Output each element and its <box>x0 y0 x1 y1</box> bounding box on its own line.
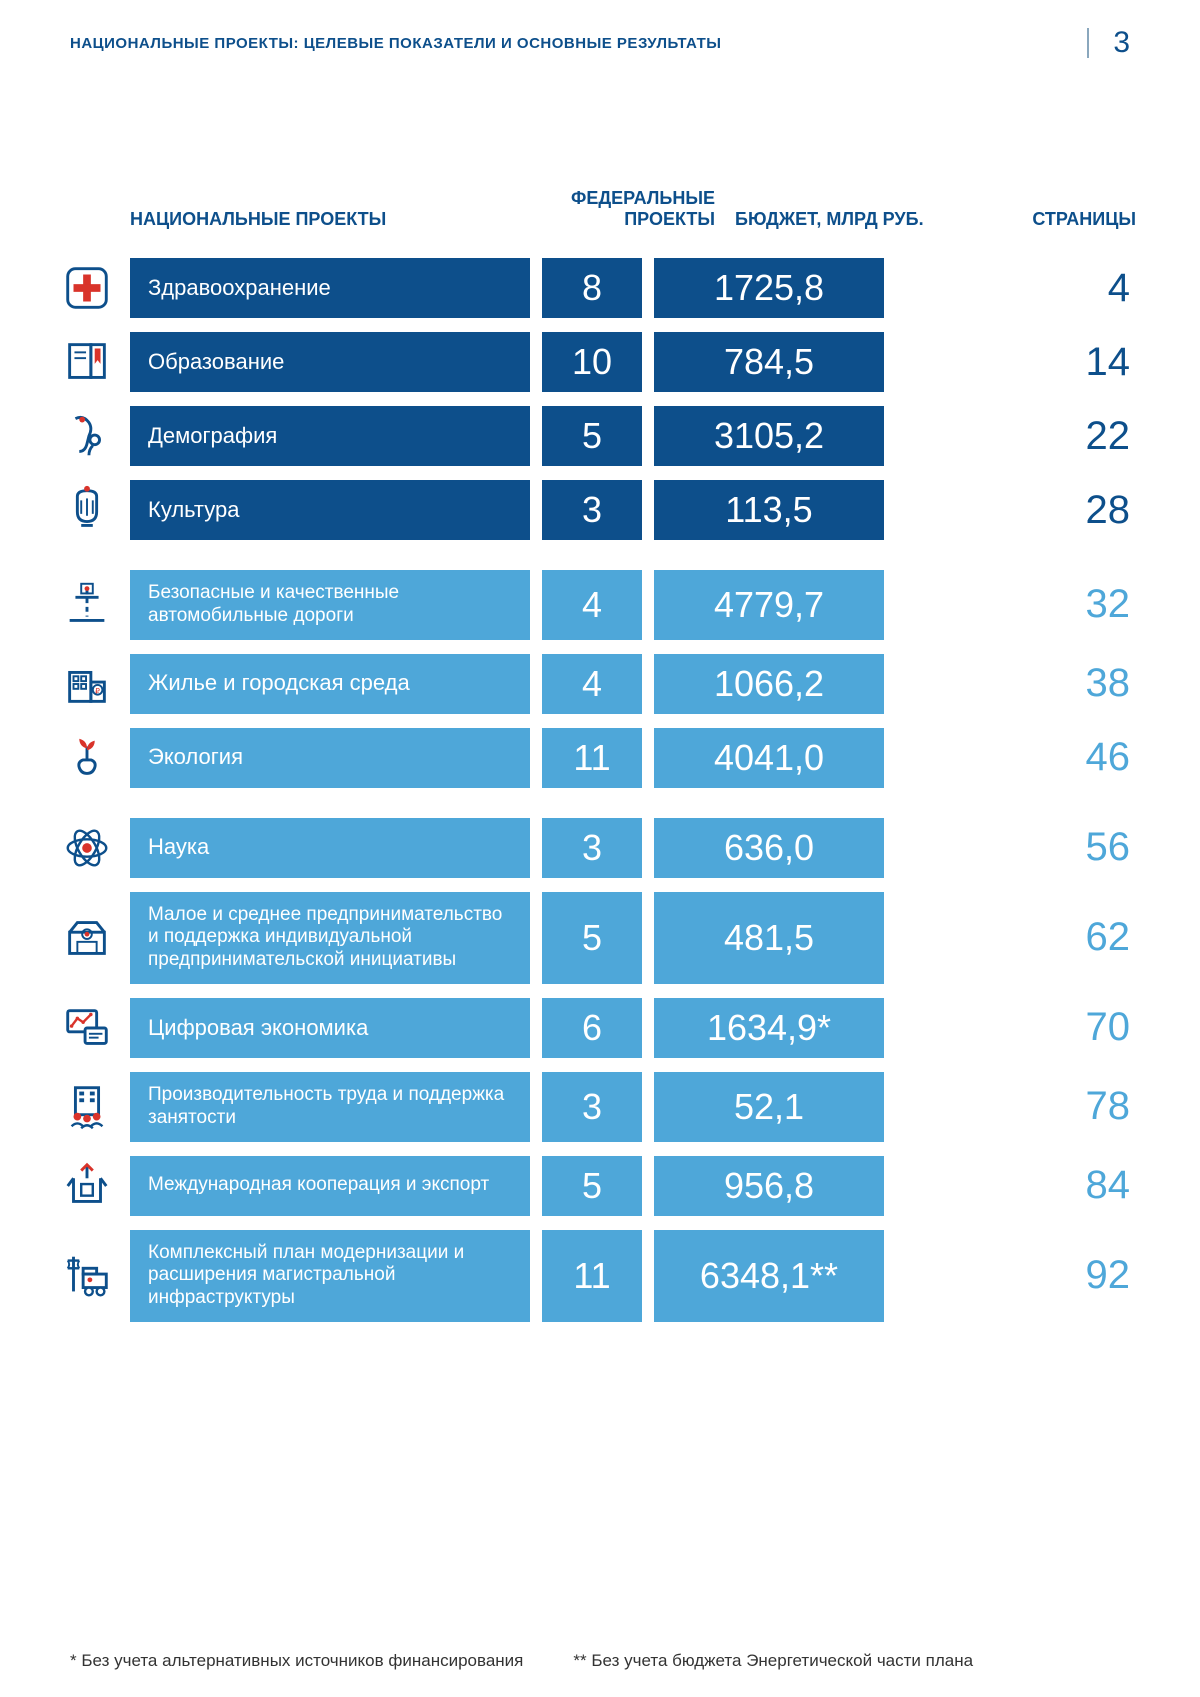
housing-icon <box>60 654 130 714</box>
project-name: Образование <box>130 332 530 392</box>
project-row: Производительность труда и поддержка зан… <box>60 1072 1140 1142</box>
budget-value: 956,8 <box>654 1156 884 1216</box>
footnote-a: * Без учета альтернативных источников фи… <box>70 1651 523 1671</box>
budget-value: 3105,2 <box>654 406 884 466</box>
page-ref: 14 <box>884 332 1140 392</box>
page-ref: 70 <box>884 998 1140 1058</box>
project-name: Малое и среднее предпринимательство и по… <box>130 892 530 984</box>
budget-value: 1725,8 <box>654 258 884 318</box>
infra-icon <box>60 1230 130 1322</box>
project-name: Безопасные и качественные автомобильные … <box>130 570 530 640</box>
federal-count: 5 <box>542 406 642 466</box>
project-row: Международная кооперация и экспорт5956,8… <box>60 1156 1140 1216</box>
ecology-icon <box>60 728 130 788</box>
page-ref: 38 <box>884 654 1140 714</box>
budget-value: 6348,1** <box>654 1230 884 1322</box>
federal-count: 10 <box>542 332 642 392</box>
project-row: Жилье и городская среда41066,238 <box>60 654 1140 714</box>
federal-count: 3 <box>542 480 642 540</box>
budget-value: 636,0 <box>654 818 884 878</box>
project-row: Здравоохранение81725,84 <box>60 258 1140 318</box>
project-name: Наука <box>130 818 530 878</box>
project-row: Культура3113,528 <box>60 480 1140 540</box>
project-name: Международная кооперация и экспорт <box>130 1156 530 1216</box>
federal-count: 5 <box>542 892 642 984</box>
col-federal: ФЕДЕРАЛЬНЫЕ ПРОЕКТЫ <box>480 188 725 230</box>
budget-value: 52,1 <box>654 1072 884 1142</box>
health-icon <box>60 258 130 318</box>
export-icon <box>60 1156 130 1216</box>
page-ref: 78 <box>884 1072 1140 1142</box>
project-row: Малое и среднее предпринимательство и по… <box>60 892 1140 984</box>
education-icon <box>60 332 130 392</box>
federal-count: 11 <box>542 728 642 788</box>
federal-count: 5 <box>542 1156 642 1216</box>
page-ref: 32 <box>884 570 1140 640</box>
budget-value: 784,5 <box>654 332 884 392</box>
project-name: Экология <box>130 728 530 788</box>
federal-count: 4 <box>542 654 642 714</box>
page-ref: 4 <box>884 258 1140 318</box>
federal-count: 8 <box>542 258 642 318</box>
page-ref: 46 <box>884 728 1140 788</box>
page-ref: 84 <box>884 1156 1140 1216</box>
science-icon <box>60 818 130 878</box>
budget-value: 113,5 <box>654 480 884 540</box>
budget-value: 1634,9* <box>654 998 884 1058</box>
roads-icon <box>60 570 130 640</box>
federal-count: 11 <box>542 1230 642 1322</box>
project-row: Наука3636,056 <box>60 818 1140 878</box>
budget-value: 481,5 <box>654 892 884 984</box>
col-name: НАЦИОНАЛЬНЫЕ ПРОЕКТЫ <box>130 209 480 230</box>
budget-value: 1066,2 <box>654 654 884 714</box>
budget-value: 4041,0 <box>654 728 884 788</box>
project-name: Жилье и городская среда <box>130 654 530 714</box>
page-ref: 56 <box>884 818 1140 878</box>
project-name: Производительность труда и поддержка зан… <box>130 1072 530 1142</box>
budget-value: 4779,7 <box>654 570 884 640</box>
project-name: Культура <box>130 480 530 540</box>
column-headers: НАЦИОНАЛЬНЫЕ ПРОЕКТЫ ФЕДЕРАЛЬНЫЕ ПРОЕКТЫ… <box>60 188 1140 230</box>
digital-icon <box>60 998 130 1058</box>
project-row: Экология114041,046 <box>60 728 1140 788</box>
project-row: Цифровая экономика61634,9*70 <box>60 998 1140 1058</box>
project-name: Здравоохранение <box>130 258 530 318</box>
col-budget: БЮДЖЕТ, МЛРД РУБ. <box>725 209 980 230</box>
culture-icon <box>60 480 130 540</box>
federal-count: 4 <box>542 570 642 640</box>
project-name: Комплексный план модернизации и расширен… <box>130 1230 530 1322</box>
footnote-b: ** Без учета бюджета Энергетической част… <box>573 1651 973 1671</box>
col-pages: СТРАНИЦЫ <box>980 209 1140 230</box>
project-row: Комплексный план модернизации и расширен… <box>60 1230 1140 1322</box>
page-number: 3 <box>1087 28 1130 58</box>
project-row: Безопасные и качественные автомобильные … <box>60 570 1140 640</box>
page-ref: 92 <box>884 1230 1140 1322</box>
federal-count: 6 <box>542 998 642 1058</box>
federal-count: 3 <box>542 1072 642 1142</box>
federal-count: 3 <box>542 818 642 878</box>
project-name: Демография <box>130 406 530 466</box>
footnotes: * Без учета альтернативных источников фи… <box>70 1651 1140 1671</box>
project-name: Цифровая экономика <box>130 998 530 1058</box>
project-row: Демография53105,222 <box>60 406 1140 466</box>
business-icon <box>60 892 130 984</box>
header-title: НАЦИОНАЛЬНЫЕ ПРОЕКТЫ: ЦЕЛЕВЫЕ ПОКАЗАТЕЛИ… <box>70 35 721 52</box>
demography-icon <box>60 406 130 466</box>
project-row: Образование10784,514 <box>60 332 1140 392</box>
page-ref: 22 <box>884 406 1140 466</box>
page-ref: 28 <box>884 480 1140 540</box>
labor-icon <box>60 1072 130 1142</box>
page-ref: 62 <box>884 892 1140 984</box>
